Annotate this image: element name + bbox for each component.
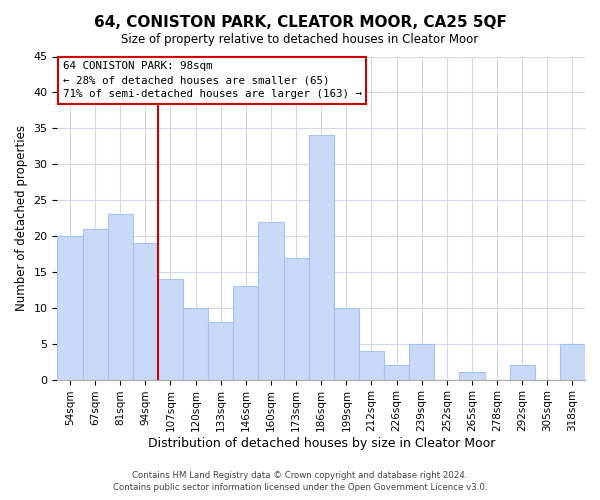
Bar [334, 308, 359, 380]
Text: Contains HM Land Registry data © Crown copyright and database right 2024.
Contai: Contains HM Land Registry data © Crown c… [113, 471, 487, 492]
Y-axis label: Number of detached properties: Number of detached properties [15, 125, 28, 311]
Bar [58, 236, 83, 380]
Bar [409, 344, 434, 380]
Bar [359, 351, 384, 380]
Bar [133, 243, 158, 380]
Text: 64, CONISTON PARK, CLEATOR MOOR, CA25 5QF: 64, CONISTON PARK, CLEATOR MOOR, CA25 5Q… [94, 15, 506, 30]
Bar [233, 286, 259, 380]
X-axis label: Distribution of detached houses by size in Cleator Moor: Distribution of detached houses by size … [148, 437, 495, 450]
Text: 64 CONISTON PARK: 98sqm
← 28% of detached houses are smaller (65)
71% of semi-de: 64 CONISTON PARK: 98sqm ← 28% of detache… [62, 62, 362, 100]
Bar [308, 136, 334, 380]
Bar [384, 365, 409, 380]
Bar [107, 214, 133, 380]
Bar [158, 279, 183, 380]
Bar [460, 372, 485, 380]
Bar [83, 229, 107, 380]
Bar [284, 258, 308, 380]
Bar [208, 322, 233, 380]
Bar [259, 222, 284, 380]
Bar [183, 308, 208, 380]
Bar [509, 365, 535, 380]
Bar [560, 344, 585, 380]
Text: Size of property relative to detached houses in Cleator Moor: Size of property relative to detached ho… [121, 32, 479, 46]
